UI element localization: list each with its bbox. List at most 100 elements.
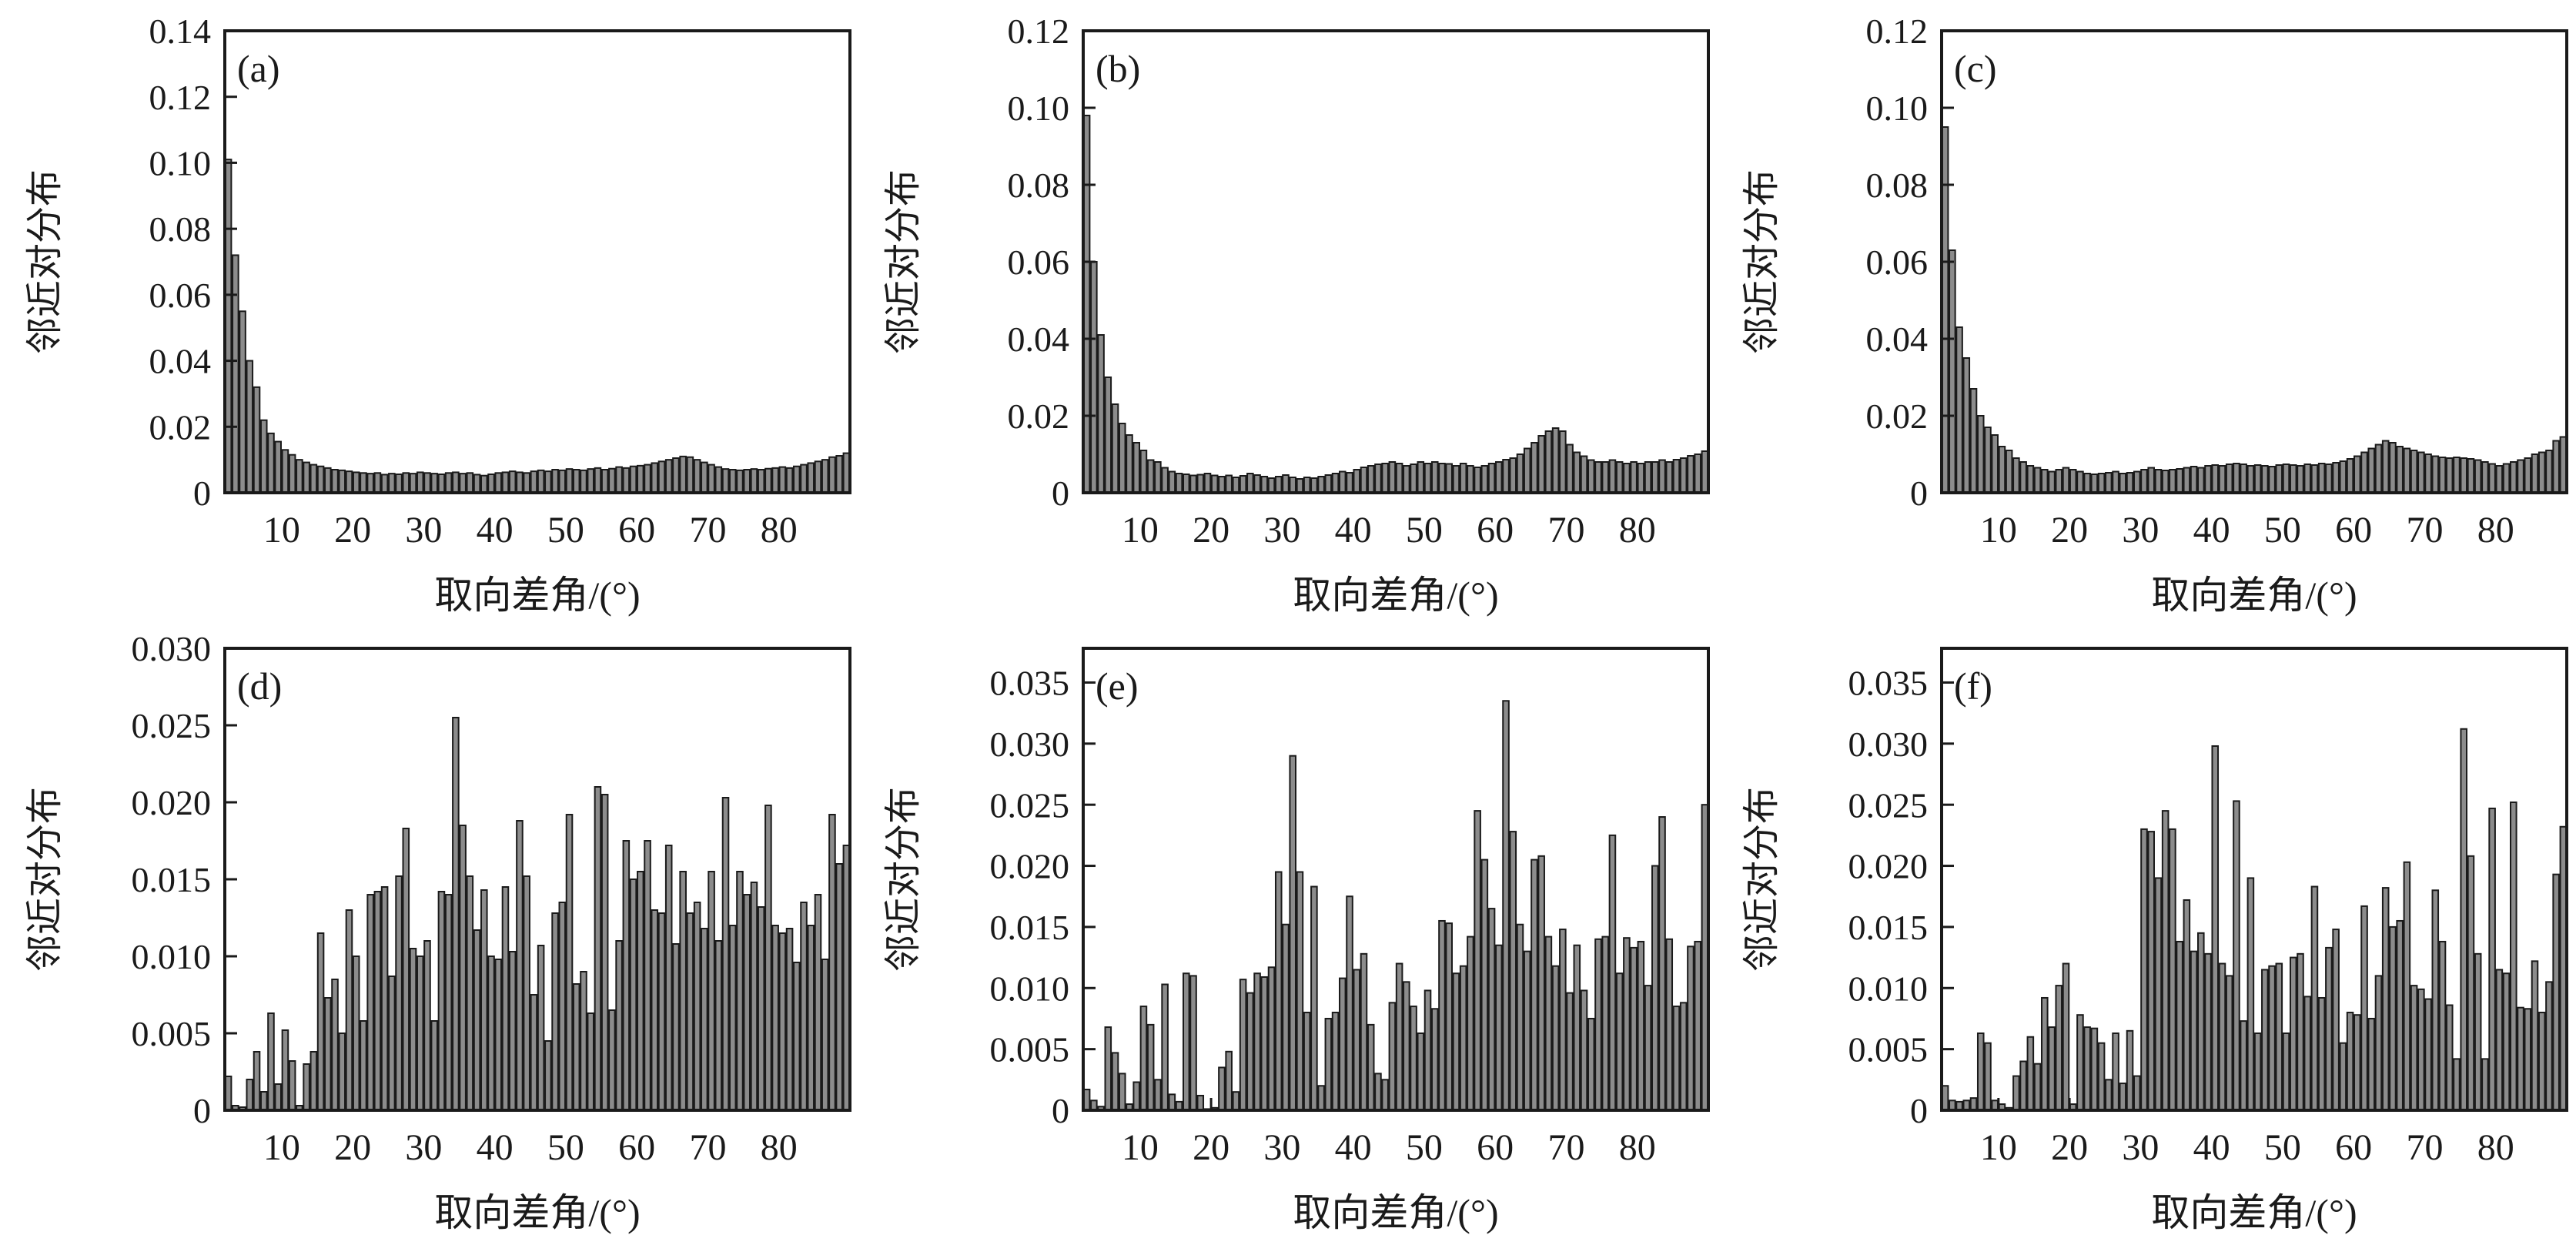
bar	[2545, 981, 2553, 1111]
bar	[580, 469, 587, 494]
bar	[2183, 467, 2191, 494]
bar	[1480, 858, 1489, 1111]
bar	[2538, 451, 2546, 494]
bar	[750, 468, 758, 494]
bar	[452, 471, 460, 494]
x-tick-label: 70	[2406, 510, 2443, 551]
bar	[523, 875, 530, 1111]
bar	[835, 455, 843, 494]
bar	[1225, 1050, 1233, 1111]
bar	[1154, 461, 1162, 494]
bar	[651, 909, 659, 1111]
bar	[2289, 956, 2297, 1111]
bar	[1239, 979, 1247, 1111]
bar	[644, 840, 651, 1111]
bar	[437, 474, 446, 494]
bar	[2253, 464, 2262, 494]
bar	[629, 465, 637, 494]
x-axis-title: 取向差角/(°)	[434, 1191, 640, 1234]
bar	[757, 906, 765, 1111]
bar	[1559, 430, 1567, 494]
chart-panel-e: 0 0.005 0.010 0.015 0.020 0.025 0.030 0.035 10 20…	[858, 618, 1717, 1235]
y-tick-label: 0.025	[132, 706, 212, 745]
x-tick-label: 50	[547, 1127, 584, 1168]
bar	[1423, 989, 1432, 1111]
y-axis-title: 邻近对分布	[883, 169, 924, 354]
bar	[309, 1051, 318, 1111]
bar	[750, 882, 758, 1111]
bar	[2246, 877, 2255, 1111]
bar	[1672, 459, 1681, 494]
bar	[338, 469, 346, 494]
bar	[2396, 919, 2404, 1111]
bar	[1658, 459, 1666, 494]
x-tick-label: 10	[1122, 510, 1159, 551]
bar	[1637, 463, 1645, 494]
x-tick-label: 50	[1406, 1127, 1443, 1168]
bar	[1509, 457, 1517, 494]
bar	[530, 994, 538, 1111]
chart-panel-b: 0 0.02 0.04 0.06 0.08 0.10 0.12 10 20 30 40 50 60 70 8…	[858, 0, 1717, 618]
bar	[1353, 469, 1361, 494]
y-tick-label: 0.020	[990, 847, 1070, 886]
bar	[2026, 1036, 2035, 1112]
y-tick-label: 0.035	[990, 664, 1070, 703]
plot-border	[1082, 647, 1710, 1112]
bar	[360, 472, 367, 494]
histogram-svg-d: 0 0.005 0.010 0.015 0.020 0.025 0.030 10 20 30 40 5…	[25, 629, 851, 1234]
bar	[2552, 873, 2560, 1111]
bar	[1146, 459, 1155, 494]
bar	[2097, 1042, 2106, 1112]
bar	[2140, 469, 2148, 494]
bar	[771, 925, 779, 1111]
bar	[1976, 1033, 1985, 1111]
bar	[345, 470, 353, 494]
bar	[1594, 461, 1602, 494]
bar	[2346, 1012, 2354, 1112]
bar	[360, 1020, 367, 1111]
bar	[1410, 1006, 1417, 1111]
bar	[2438, 940, 2447, 1112]
bar	[331, 979, 339, 1111]
y-tick-label: 0.06	[149, 276, 212, 315]
x-tick-label: 10	[263, 1127, 300, 1168]
bar	[544, 1040, 552, 1111]
bar	[1310, 477, 1318, 494]
bar	[1303, 1012, 1311, 1112]
bar	[594, 467, 602, 494]
bar	[1984, 1042, 1992, 1112]
bar	[2176, 940, 2183, 1112]
y-tick-label: 0.02	[1866, 397, 1929, 436]
x-axis-title: 取向差角/(°)	[2151, 1191, 2357, 1234]
bar	[2389, 925, 2397, 1111]
bar	[2524, 457, 2532, 494]
bar	[2105, 472, 2113, 494]
bar	[2246, 465, 2255, 494]
bar	[2325, 946, 2333, 1112]
bar	[423, 472, 431, 494]
bar	[1111, 403, 1119, 494]
y-tick-label: 0.030	[990, 725, 1070, 764]
bar	[615, 466, 623, 494]
bar	[2048, 1026, 2056, 1111]
bar	[1132, 442, 1140, 494]
panel-label: (b)	[1096, 47, 1140, 90]
bar	[2190, 466, 2198, 494]
bar	[2431, 455, 2440, 494]
bar	[672, 457, 680, 494]
bar	[2403, 447, 2411, 494]
x-tick-label: 10	[263, 510, 300, 551]
bar	[2233, 463, 2240, 494]
bar	[1969, 1097, 1978, 1112]
x-tick-label: 40	[2193, 510, 2230, 551]
bar	[2453, 1058, 2461, 1112]
bar	[1523, 447, 1531, 494]
bar	[2147, 831, 2155, 1111]
bar	[1388, 1002, 1397, 1111]
bar	[1495, 461, 1503, 494]
bar	[2253, 1033, 2262, 1111]
bar	[2374, 975, 2383, 1111]
bar	[664, 845, 673, 1111]
x-axis-title: 取向差角/(°)	[1293, 574, 1498, 617]
y-tick-label: 0.12	[1008, 12, 1070, 51]
